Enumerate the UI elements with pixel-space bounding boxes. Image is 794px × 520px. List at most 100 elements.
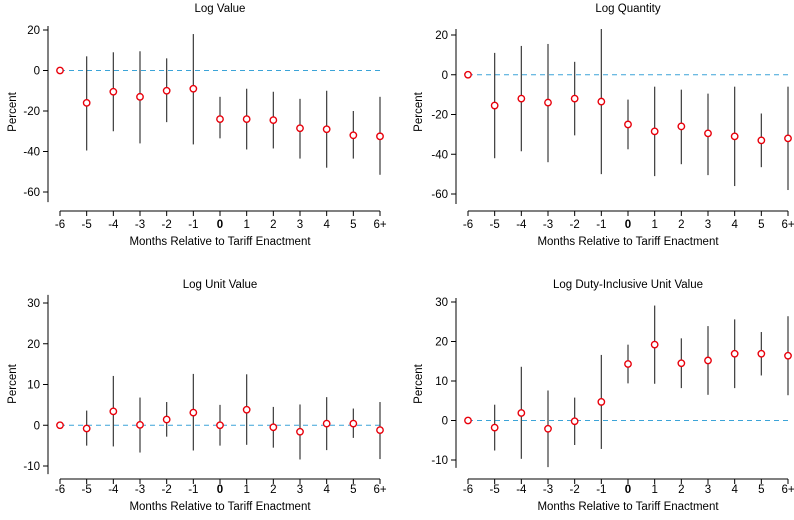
point-estimate xyxy=(322,125,331,134)
x-tick-label: -3 xyxy=(543,484,553,496)
x-tick-label: 4 xyxy=(731,484,738,496)
x-tick-label: -2 xyxy=(162,219,172,231)
point-estimate xyxy=(242,115,251,124)
x-tick-label: 1 xyxy=(243,219,249,231)
x-tick-label: 2 xyxy=(678,484,684,496)
point-estimate xyxy=(517,409,526,417)
x-tick-label: 5 xyxy=(758,219,764,231)
point-estimate xyxy=(376,426,384,435)
x-tick-label: -1 xyxy=(188,219,198,231)
x-tick-label: -3 xyxy=(135,219,145,231)
y-tick-label: -40 xyxy=(23,147,40,159)
y-axis-label: Percent xyxy=(7,363,19,403)
x-tick-label: 1 xyxy=(243,484,249,496)
y-tick-label: -20 xyxy=(431,110,448,122)
point-estimate xyxy=(109,87,118,96)
x-tick-label: -6 xyxy=(55,219,65,231)
x-tick-label: -5 xyxy=(82,219,92,231)
point-estimate xyxy=(570,94,579,103)
x-tick-label: 2 xyxy=(270,484,276,496)
y-tick-label: 0 xyxy=(442,70,448,82)
x-tick-label: -5 xyxy=(490,484,500,496)
x-tick-label: 0 xyxy=(217,484,223,496)
point-estimate xyxy=(242,405,251,414)
y-axis-label: Percent xyxy=(413,91,425,131)
y-tick-label: 0 xyxy=(442,416,448,428)
point-estimate xyxy=(82,99,91,107)
x-tick-label: -1 xyxy=(596,484,606,496)
point-estimate xyxy=(376,132,384,141)
x-tick-label: 2 xyxy=(678,219,684,231)
point-estimate xyxy=(464,416,472,425)
point-estimate xyxy=(544,98,552,107)
point-estimate xyxy=(296,124,304,133)
point-estimate xyxy=(784,134,792,143)
point-estimate xyxy=(677,122,686,131)
point-estimate xyxy=(570,417,579,426)
x-tick-label: 6+ xyxy=(781,219,794,231)
point-estimate xyxy=(56,66,64,75)
y-tick-label: 0 xyxy=(34,66,40,78)
point-estimate xyxy=(677,359,686,368)
x-tick-label: 0 xyxy=(217,219,223,231)
x-tick-label: 2 xyxy=(270,219,276,231)
x-axis-label: Months Relative to Tariff Enactment xyxy=(129,501,311,513)
x-tick-label: 1 xyxy=(651,219,657,231)
panel-title: Log Quantity xyxy=(595,3,660,15)
point-estimate xyxy=(109,407,118,416)
x-tick-label: 6+ xyxy=(373,219,386,231)
point-estimate xyxy=(704,356,712,365)
point-estimate xyxy=(322,419,331,428)
point-estimate xyxy=(544,424,552,433)
point-estimate xyxy=(296,427,304,436)
point-estimate xyxy=(162,86,171,95)
point-estimate xyxy=(757,349,766,358)
y-tick-label: -10 xyxy=(431,455,448,467)
y-tick-label: -60 xyxy=(431,189,448,201)
x-tick-label: -6 xyxy=(463,484,473,496)
point-estimate xyxy=(464,70,472,79)
panel-title: Log Value xyxy=(195,3,246,15)
x-tick-label: 3 xyxy=(297,219,303,231)
point-estimate xyxy=(784,351,792,360)
x-tick-label: 3 xyxy=(297,484,303,496)
point-estimate xyxy=(757,136,766,145)
x-axis-label: Months Relative to Tariff Enactment xyxy=(129,236,311,248)
point-estimate xyxy=(216,421,224,430)
y-tick-label: 10 xyxy=(27,380,40,392)
y-axis-label: Percent xyxy=(413,363,425,403)
y-tick-label: 10 xyxy=(435,376,448,388)
x-tick-label: 4 xyxy=(731,219,738,231)
y-tick-label: 20 xyxy=(27,25,40,37)
point-estimate xyxy=(216,115,224,124)
point-estimate xyxy=(189,408,198,417)
x-tick-label: 4 xyxy=(323,219,330,231)
x-tick-label: 6+ xyxy=(781,484,794,496)
y-tick-label: 30 xyxy=(27,298,40,310)
y-tick-label: -60 xyxy=(23,187,40,199)
point-estimate xyxy=(704,129,712,138)
x-tick-label: 5 xyxy=(350,219,356,231)
point-estimate xyxy=(490,423,499,432)
point-estimate xyxy=(730,132,739,141)
x-axis-label: Months Relative to Tariff Enactment xyxy=(537,236,719,248)
point-estimate xyxy=(56,421,64,430)
x-tick-label: -1 xyxy=(188,484,198,496)
y-tick-label: 0 xyxy=(34,420,40,432)
y-tick-label: 20 xyxy=(435,30,448,42)
x-tick-label: -4 xyxy=(516,484,527,496)
y-axis-label: Percent xyxy=(7,91,19,131)
panel-title: Log Duty-Inclusive Unit Value xyxy=(553,279,703,291)
point-estimate xyxy=(189,84,198,93)
point-estimate xyxy=(490,101,499,110)
point-estimate xyxy=(136,92,144,101)
y-tick-label: -20 xyxy=(23,106,40,118)
y-tick-label: 20 xyxy=(27,339,40,351)
x-tick-label: 3 xyxy=(705,484,711,496)
y-tick-label: 30 xyxy=(435,297,448,309)
x-tick-label: -2 xyxy=(570,219,580,231)
